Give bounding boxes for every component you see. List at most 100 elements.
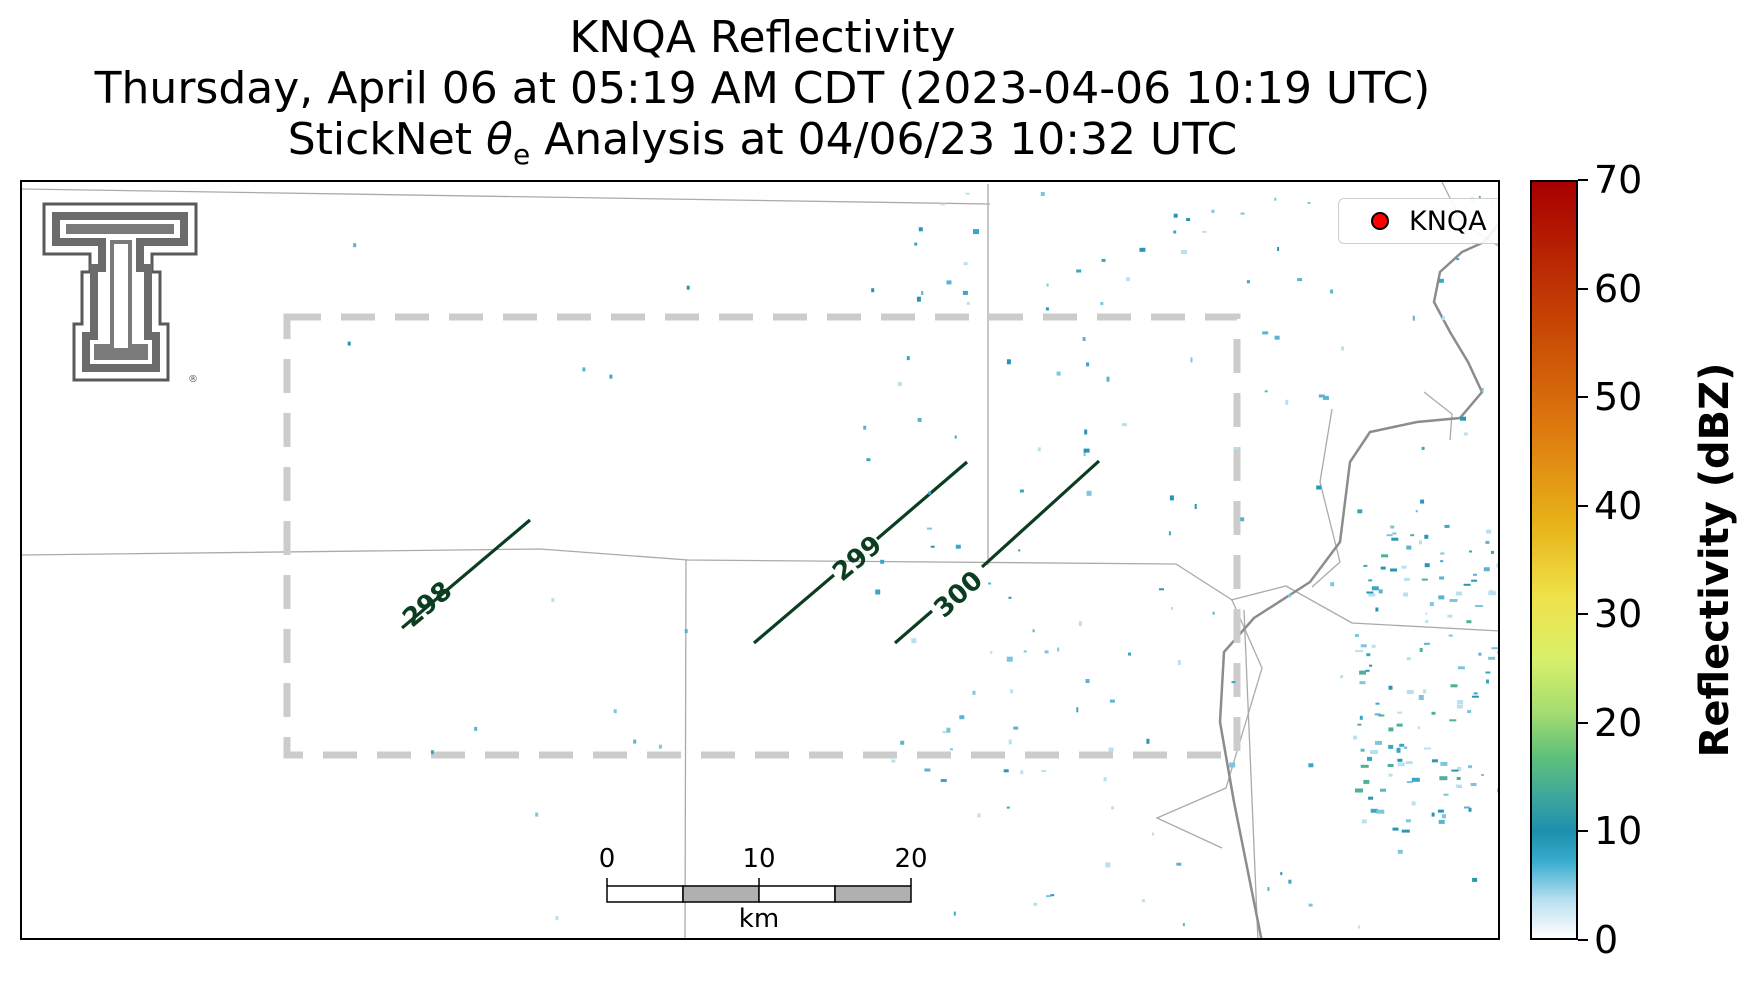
radar-echo — [1401, 829, 1410, 833]
radar-echo — [1173, 213, 1178, 218]
radar-echo — [1121, 423, 1127, 427]
radar-echo — [1440, 560, 1444, 563]
radar-echo — [1322, 395, 1329, 400]
radar-echo — [1380, 566, 1386, 570]
radar-echo — [1141, 899, 1145, 903]
radar-echo — [1360, 764, 1369, 768]
radar-echo — [1438, 819, 1445, 824]
radar-echo — [1457, 666, 1465, 670]
radar-echo — [1374, 713, 1381, 716]
radar-echo — [1353, 735, 1358, 740]
radar-echo — [353, 243, 357, 248]
radar-echo — [950, 748, 953, 751]
radar-echo — [963, 262, 968, 266]
radar-echo — [1449, 599, 1458, 602]
radar-echo — [1229, 762, 1236, 768]
radar-echo — [1006, 656, 1013, 662]
colorbar-tick-mark — [1578, 613, 1588, 616]
radar-echo — [1392, 827, 1399, 831]
radar-echo — [1033, 902, 1038, 906]
radar-echo — [911, 638, 917, 644]
radar-echo — [1354, 634, 1359, 637]
university-double-t-logo-icon: ® — [42, 202, 198, 385]
radar-echo — [1438, 595, 1445, 600]
radar-echo — [1212, 611, 1215, 615]
radar-echo — [1405, 761, 1413, 765]
radar-echo — [1424, 534, 1429, 539]
radar-echo — [1013, 726, 1019, 730]
radar-echo — [1085, 679, 1090, 683]
radar-echo — [1084, 429, 1088, 435]
contour-label-300: 300 — [928, 565, 988, 624]
radar-echo — [1010, 689, 1014, 694]
radar-echo — [1040, 192, 1045, 196]
radar-echo — [609, 374, 613, 379]
radar-echo — [1008, 596, 1012, 599]
radar-echo — [1386, 534, 1393, 537]
radar-echo — [1190, 357, 1193, 363]
radar-echo — [1330, 289, 1334, 294]
radar-echo — [1366, 653, 1371, 657]
radar-echo — [1046, 895, 1051, 898]
radar-echo — [1397, 849, 1403, 854]
radar-echo — [1419, 647, 1423, 652]
radar-echo — [1340, 675, 1344, 679]
radar-echo — [1403, 577, 1410, 581]
radar-echo — [1396, 747, 1401, 753]
radar-echo — [1056, 371, 1061, 376]
radar-echo — [1431, 759, 1438, 763]
radar-echo — [582, 367, 586, 372]
radar-echo — [946, 280, 952, 285]
svg-text:®: ® — [188, 374, 198, 385]
radar-echo — [1367, 756, 1372, 761]
radar-echo — [962, 290, 968, 295]
radar-echo — [1438, 278, 1444, 283]
radar-echo — [1359, 681, 1366, 685]
radar-echo — [966, 301, 970, 305]
radar-echo — [1044, 650, 1049, 654]
radar-echo — [1176, 862, 1182, 866]
radar-echo — [1057, 647, 1060, 652]
radar-echo — [1497, 651, 1498, 654]
radar-echo — [1003, 769, 1009, 773]
radar-map[interactable]: 298 299 300 ® 0 10 20 km — [20, 180, 1500, 940]
radar-echo — [1159, 588, 1164, 591]
radar-echo — [1101, 258, 1106, 262]
radar-echo — [1485, 671, 1491, 674]
radar-echo — [1378, 714, 1385, 717]
radar-echo — [1368, 593, 1376, 597]
radar-echo — [1032, 629, 1035, 633]
reflectivity-colorbar — [1530, 180, 1578, 940]
radar-echo — [965, 192, 970, 195]
radar-echo — [1440, 552, 1445, 555]
radar-echo — [1488, 656, 1496, 660]
radar-echo — [1169, 495, 1174, 501]
radar-echo — [1390, 525, 1395, 529]
radar-echo — [1152, 832, 1155, 836]
radar-echo — [1171, 607, 1173, 610]
radar-echo — [1078, 621, 1082, 627]
radar-echo — [1481, 387, 1484, 392]
radar-echo — [1466, 620, 1472, 624]
radar-echo — [1358, 925, 1361, 929]
radar-echo — [1264, 390, 1268, 393]
radar-echo — [1431, 812, 1435, 817]
radar-echo — [1330, 582, 1335, 587]
radar-echo — [1361, 819, 1367, 824]
radar-echo — [1429, 602, 1434, 607]
radar-echo — [1499, 687, 1500, 689]
scale-label-20: 20 — [894, 844, 928, 874]
radar-echo — [1425, 620, 1429, 624]
radar-echo — [953, 911, 956, 916]
radar-echo — [1045, 307, 1049, 311]
radar-echo — [1406, 781, 1413, 783]
radar-echo — [1177, 660, 1181, 666]
analysis-domain-box — [283, 313, 1241, 759]
radar-echo — [1421, 446, 1425, 450]
radar-echo — [1083, 448, 1090, 453]
title-line-3: StickNet θe Analysis at 04/06/23 10:32 U… — [287, 114, 1238, 171]
radar-echo — [1173, 230, 1177, 234]
radar-echo — [1280, 872, 1283, 876]
contour-labels: 298 299 300 — [397, 530, 989, 634]
radar-echo — [1457, 766, 1462, 771]
